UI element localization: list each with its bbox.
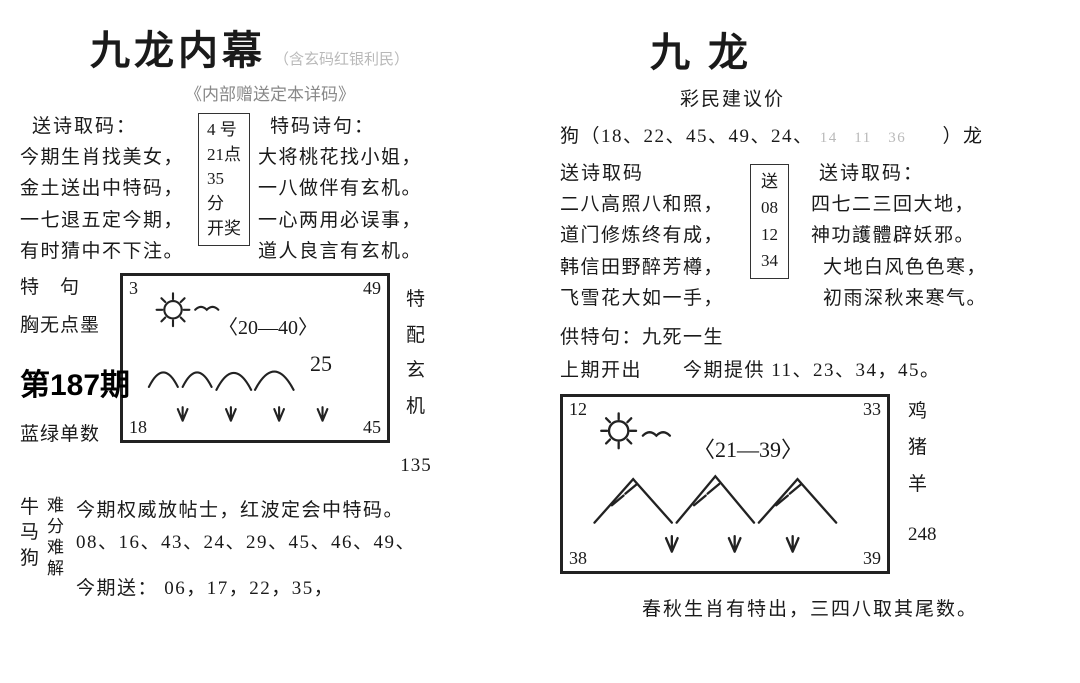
z1: 马 <box>20 520 39 546</box>
dog-line: 狗（18、22、45、49、24、 14 11 36 ）龙 <box>560 121 1060 148</box>
poem-r-4: 道人良言有玄机。 <box>258 236 520 267</box>
right-sub: 彩民建议价 <box>680 84 1060 111</box>
r-head-r: 送诗取码： <box>819 158 1060 185</box>
rz1: 猪 <box>908 430 937 466</box>
h2: 难 <box>47 537 64 558</box>
poem-l-2: 金土送出中特码， <box>20 173 190 204</box>
nb0: 4 号 <box>207 118 241 143</box>
rpr3: 初雨深秋来寒气。 <box>823 283 1060 314</box>
zodiac-col: 牛 马 狗 <box>20 495 39 606</box>
poem-right: 大将桃花找小姐， 一八做伴有玄机。 一心两用必误事， 道人良言有玄机。 <box>258 142 520 267</box>
sv1: 配 <box>396 321 436 350</box>
h3: 解 <box>47 558 64 579</box>
teju-text: 胸无点墨 <box>20 311 110 340</box>
r-head-l: 送诗取码 <box>560 158 740 185</box>
hard-col: 难 分 难 解 <box>47 495 64 606</box>
left-panel: 九龙内幕 （含玄码红银利民） 《内部赠送定本详码》 送诗取码： 今期生肖找美女，… <box>0 0 540 683</box>
h0: 难 <box>47 495 64 516</box>
sv2: 玄 <box>396 356 436 385</box>
rnb3: 34 <box>761 248 778 274</box>
dog-a: 狗（18、22、45、49、24、 <box>560 126 814 147</box>
left-subline: 《内部赠送定本详码》 <box>20 80 520 105</box>
rnb1: 08 <box>761 195 778 221</box>
rpl3: 飞雪花大如一手， <box>560 283 740 314</box>
supply: 供特句：九死一生 <box>560 322 1060 349</box>
poem-r-1: 大将桃花找小姐， <box>258 142 520 173</box>
sv3: 机 <box>396 392 436 421</box>
rpr0: 四七二三回大地， <box>811 189 1060 220</box>
r-poem-r: 四七二三回大地， 神功護體辟妖邪。 大地白风色色寒， 初雨深秋来寒气。 <box>811 189 1060 314</box>
dog-faint: 14 11 36 <box>820 130 906 146</box>
rpl2: 韩信田野醉芳樽， <box>560 252 740 283</box>
r-numbox: 送 08 12 34 <box>750 164 789 279</box>
left-numbox: 4 号 21点 35 分 开奖 <box>198 113 250 246</box>
teju-label: 特 句 <box>20 273 110 302</box>
rpl0: 二八高照八和照， <box>560 189 740 220</box>
left-header-r: 特码诗句： <box>270 111 520 138</box>
rpr2: 大地白风色色寒， <box>823 252 1060 283</box>
advice-nums: 08、16、43、24、29、45、46、49、 <box>76 527 520 559</box>
poem-l-4: 有时猜中不下注。 <box>20 236 190 267</box>
send-label: 今期送： <box>76 578 158 599</box>
poem-r-2: 一八做伴有玄机。 <box>258 173 520 204</box>
poem-l-3: 一七退五定今期， <box>20 205 190 236</box>
rpr1: 神功護體辟妖邪。 <box>811 220 1060 251</box>
r-poem-l: 二八高照八和照， 道门修炼终有成， 韩信田野醉芳樽， 飞雪花大如一手， <box>560 189 740 314</box>
h1: 分 <box>47 516 64 537</box>
poem-r-3: 一心两用必误事， <box>258 205 520 236</box>
issue-overlay: 第187期 <box>20 360 130 404</box>
right-drawing <box>563 397 887 571</box>
advice1: 今期权威放帖士，红波定会中特码。 <box>76 495 520 527</box>
rznum: 248 <box>908 517 937 553</box>
rpl1: 道门修炼终有成， <box>560 220 740 251</box>
right-title: 九 龙 <box>650 20 1060 78</box>
right-panel: 九 龙 彩民建议价 狗（18、22、45、49、24、 14 11 36 ）龙 … <box>540 0 1080 683</box>
lastopen: 上期开出 今期提供 11、23、34，45。 <box>560 355 1060 382</box>
nb1: 21点 <box>207 143 241 168</box>
bluegreen: 蓝绿单数 <box>20 420 110 449</box>
send-nums: 06，17，22，35， <box>164 578 334 599</box>
dog-b: ）龙 <box>942 126 983 147</box>
right-sketch: 12 33 38 39 〈21—39〉 <box>560 394 890 574</box>
right-footer: 春秋生肖有特出，三四八取其尾数。 <box>560 594 1060 621</box>
left-header-l: 送诗取码： <box>32 111 190 138</box>
left-title: 九龙内幕 <box>90 18 266 76</box>
nb3: 开奖 <box>207 217 241 242</box>
left-sketch: 3 49 18 45 〈20—40〉 25 <box>120 273 390 443</box>
left-title-faint: （含玄码红银利民） <box>274 48 409 69</box>
sv0: 特 <box>396 285 436 314</box>
nb2: 35 分 <box>207 167 241 216</box>
side-num: 135 <box>396 451 436 480</box>
sketch-drawing <box>123 276 387 440</box>
poem-left: 今期生肖找美女， 金土送出中特码， 一七退五定今期， 有时猜中不下注。 <box>20 142 190 267</box>
z2: 狗 <box>20 546 39 572</box>
r-zodiac: 鸡 猪 羊 248 <box>908 394 937 552</box>
poem-l-1: 今期生肖找美女， <box>20 142 190 173</box>
z0: 牛 <box>20 495 39 521</box>
rnb2: 12 <box>761 222 778 248</box>
rz0: 鸡 <box>908 394 937 430</box>
rnb0: 送 <box>761 169 778 195</box>
rz2: 羊 <box>908 467 937 503</box>
